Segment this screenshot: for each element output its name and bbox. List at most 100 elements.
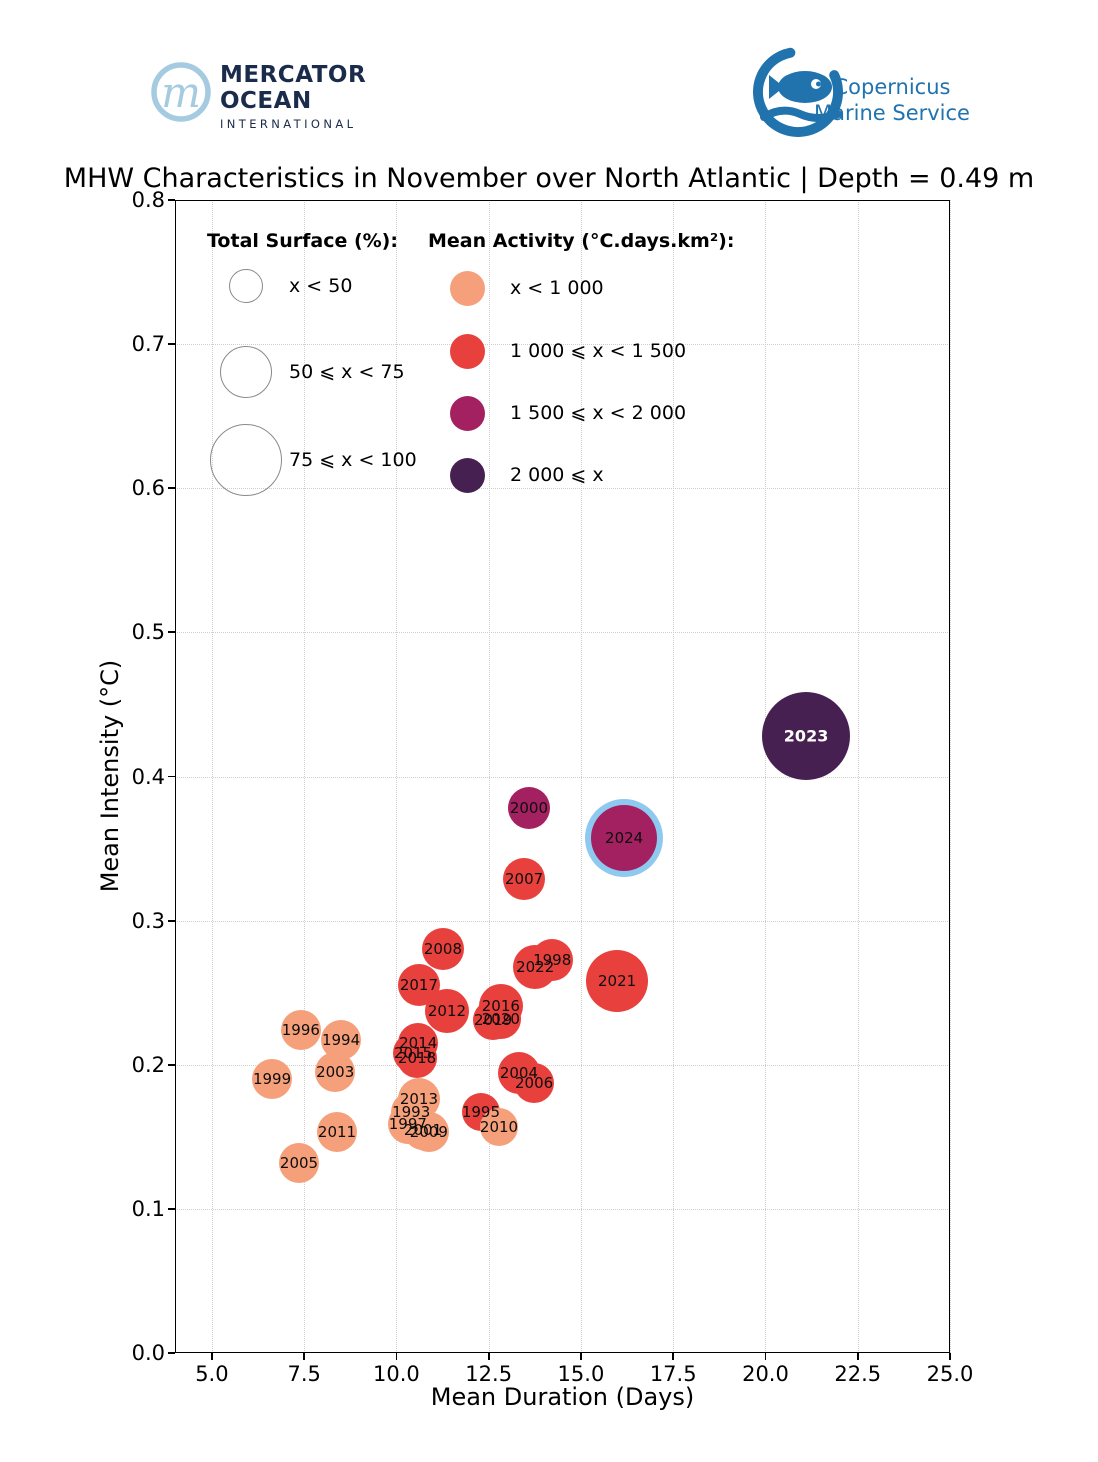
bubble-label-2006: 2006 <box>514 1074 554 1093</box>
legend-size-title: Total Surface (%): <box>207 230 398 252</box>
svg-text:Copernicus: Copernicus <box>834 75 951 99</box>
legend-color-label: 2 000 ⩽ x <box>510 464 604 486</box>
bubble-label-2008: 2008 <box>423 940 463 959</box>
legend-size-label: 50 ⩽ x < 75 <box>289 361 405 383</box>
bubble-label-1998: 1998 <box>533 950 572 969</box>
x-tick-mark <box>949 1353 951 1360</box>
y-tick-label: 0.3 <box>131 908 165 933</box>
fish-tail-icon <box>769 75 784 99</box>
bubble-label-2022: 2022 <box>516 957 555 976</box>
bubble-label-2009: 2009 <box>409 1123 448 1142</box>
x-tick-label: 20.0 <box>742 1362 789 1386</box>
legend-size-label: 75 ⩽ x < 100 <box>289 449 417 471</box>
x-tick-mark <box>856 1353 859 1360</box>
x-tick-mark <box>395 1353 398 1360</box>
x-tick-mark <box>580 1353 582 1360</box>
mercator-word: MERCATOR <box>220 62 366 88</box>
x-tick-label: 7.5 <box>287 1362 321 1386</box>
bubble-2000 <box>507 787 550 830</box>
wave-icon <box>760 106 842 122</box>
y-tick-mark <box>168 199 175 201</box>
bubble-label-2011: 2011 <box>317 1123 357 1142</box>
x-tick-label: 10.0 <box>373 1362 420 1386</box>
legend-color-swatch <box>449 395 485 431</box>
bubble-2008 <box>421 928 464 971</box>
y-tick-mark <box>168 487 175 490</box>
x-tick-label: 5.0 <box>195 1362 229 1386</box>
bubble-label-2019: 2019 <box>474 1011 513 1030</box>
bubble-label-2020: 2020 <box>481 1009 520 1028</box>
x-tick-mark <box>487 1353 490 1360</box>
legend-color-swatch <box>449 457 485 493</box>
bubble-2017 <box>397 964 440 1007</box>
chart-title: MHW Characteristics in November over Nor… <box>63 163 1035 194</box>
bubble-2024 <box>591 805 658 872</box>
bubble-2011 <box>317 1112 357 1153</box>
x-tick-mark <box>764 1353 767 1360</box>
y-tick-mark <box>168 1352 175 1354</box>
bubble-label-2012: 2012 <box>427 1002 467 1021</box>
copernicus-marine-logo: Copernicus Marine Service <box>742 42 982 142</box>
svg-text:Marine Service: Marine Service <box>814 101 970 125</box>
y-tick-mark <box>168 343 175 346</box>
svg-text:OCEAN: OCEAN <box>220 88 312 114</box>
legend-size-circle <box>229 269 263 303</box>
bubble-label-1999: 1999 <box>252 1070 292 1089</box>
bubble-label-1994: 1994 <box>321 1031 361 1050</box>
y-tick-label: 0.5 <box>131 620 165 645</box>
legend-size-label: x < 50 <box>289 275 353 297</box>
legend-color-swatch <box>449 333 485 369</box>
bubble-2021 <box>586 950 649 1013</box>
bubble-label-2004: 2004 <box>499 1064 539 1083</box>
bubble-label-2003: 2003 <box>316 1062 355 1081</box>
y-tick-label: 0.6 <box>131 476 165 501</box>
bubble-2022 <box>513 944 558 989</box>
bubble-label-2000: 2000 <box>509 799 548 818</box>
x-axis-title: Mean Duration (Days) <box>430 1383 695 1411</box>
y-tick-label: 0.1 <box>131 1196 165 1221</box>
bubble-1996 <box>280 1010 321 1051</box>
y-gridline <box>175 776 950 778</box>
legend-size-circle <box>210 424 282 496</box>
bubble-label-2005: 2005 <box>279 1153 319 1172</box>
x-gridline <box>950 200 951 1353</box>
y-gridline <box>175 488 950 490</box>
mercator-ocean-logo-mark: m MERCATOR OCEAN INTERNATIONAL <box>151 62 366 131</box>
legend-size-circle <box>220 346 272 398</box>
y-tick-label: 0.2 <box>131 1052 165 1077</box>
mercator-ocean-logo: m MERCATOR OCEAN INTERNATIONAL <box>148 52 388 136</box>
y-tick-mark <box>168 1063 175 1066</box>
bubble-2010 <box>480 1107 519 1146</box>
bubble-2005 <box>279 1142 319 1183</box>
bubble-label-1995: 1995 <box>461 1103 501 1122</box>
x-tick-mark <box>211 1353 213 1360</box>
x-tick-mark <box>303 1353 306 1360</box>
y-tick-label: 0.0 <box>131 1341 165 1365</box>
bubble-label-2021: 2021 <box>598 972 637 991</box>
bubble-label-2007: 2007 <box>505 869 544 888</box>
bubble-label-1993: 1993 <box>392 1103 431 1122</box>
x-tick-mark <box>672 1353 675 1360</box>
bubble-label-2017: 2017 <box>399 976 439 995</box>
y-tick-mark <box>168 775 175 778</box>
bubble-2003 <box>315 1051 356 1092</box>
bubble-label-1997: 1997 <box>388 1114 427 1133</box>
bubble-label-2013: 2013 <box>399 1090 439 1109</box>
bubble-2020 <box>480 998 521 1039</box>
fish-body-icon <box>778 71 832 103</box>
y-gridline <box>175 632 950 634</box>
svg-text:INTERNATIONAL: INTERNATIONAL <box>220 117 356 131</box>
bubble-1999 <box>252 1059 293 1100</box>
y-gridline <box>175 344 950 346</box>
y-tick-label: 0.8 <box>131 188 165 212</box>
bubble-label-2001: 2001 <box>403 1120 443 1139</box>
bubble-2023 <box>762 692 851 781</box>
y-tick-mark <box>168 631 175 634</box>
bubble-label-2023: 2023 <box>783 726 829 746</box>
bubble-label-1996: 1996 <box>281 1021 320 1040</box>
x-tick-label: 17.5 <box>649 1362 697 1386</box>
bubble-2013 <box>397 1078 440 1121</box>
copernicus-logo-mark: Copernicus Marine Service <box>753 47 970 137</box>
y-gridline <box>175 1064 950 1066</box>
